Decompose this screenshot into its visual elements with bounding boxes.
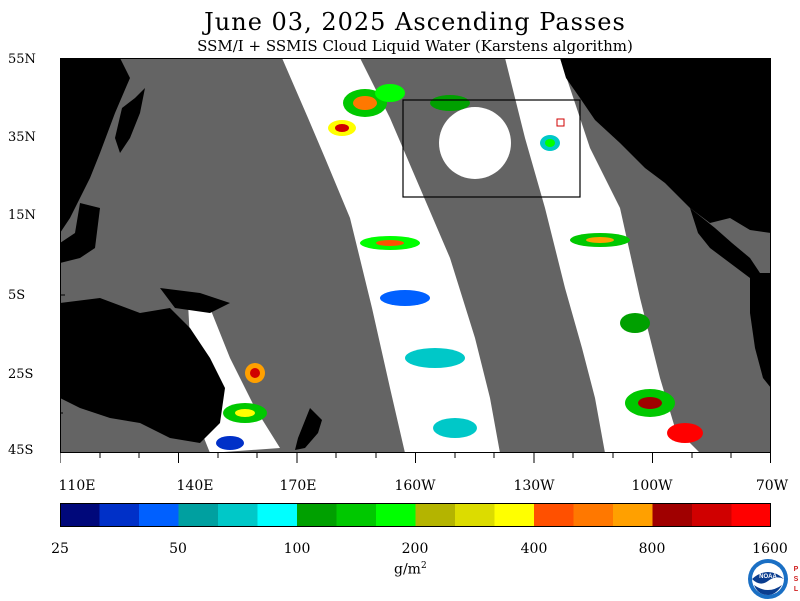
cloud-patch: [335, 124, 349, 132]
map-title: June 03, 2025 Ascending Passes: [204, 8, 626, 36]
colorbar: [60, 503, 771, 527]
colorbar-swatch: [613, 503, 653, 527]
colorbar-swatch: [376, 503, 416, 527]
colorbar-tick-label: 100: [283, 541, 311, 557]
colorbar-units: g/m2: [394, 561, 427, 578]
lon-label: 170E: [279, 478, 317, 494]
colorbar-swatch: [573, 503, 614, 527]
lon-label: 70W: [755, 478, 789, 494]
colorbar-swatch: [297, 503, 337, 527]
colorbar-swatch: [99, 503, 140, 527]
colorbar-swatch: [494, 503, 535, 527]
land-new-zealand: [295, 408, 322, 450]
colorbar-swatch: [415, 503, 456, 527]
lat-label: 35N: [8, 130, 36, 145]
cloud-patch: [375, 84, 405, 102]
land-australia: [60, 298, 225, 443]
cloud-water-field: [216, 84, 703, 450]
land-south-america: [750, 273, 771, 388]
land-japan: [115, 88, 145, 153]
cloud-patch: [620, 313, 650, 333]
colorbar-swatch: [692, 503, 732, 527]
psl-letter: S: [794, 576, 799, 583]
lat-label: 25S: [8, 367, 34, 382]
noaa-logo-text: NOAA: [759, 574, 777, 580]
cloud-patch: [545, 139, 555, 147]
lat-ticks: [60, 58, 65, 453]
land-asia: [60, 58, 130, 233]
lat-label: 5S: [8, 288, 26, 303]
cloud-patch: [405, 348, 465, 368]
colorbar-swatch: [218, 503, 258, 527]
cloud-patch: [353, 96, 377, 110]
units-superscript: 2: [420, 561, 427, 571]
colorbar-swatch: [731, 503, 771, 527]
noaa-logo: NOAA P S L: [748, 559, 799, 599]
lat-label: 45S: [8, 443, 34, 458]
cloud-patch: [376, 240, 404, 246]
lon-label: 160W: [394, 478, 436, 494]
region-marker: [556, 118, 565, 127]
land-north-america: [560, 58, 771, 233]
colorbar-tick-label: 25: [51, 541, 69, 557]
land-caribbean: [720, 190, 771, 213]
cloud-patch: [380, 290, 430, 306]
colorbar-swatch: [257, 503, 298, 527]
psl-letter: P: [794, 566, 799, 573]
swath-gap-arc: [439, 107, 511, 179]
psl-letter: L: [794, 586, 799, 593]
colorbar-tick-label: 200: [401, 541, 429, 557]
cloud-patch: [235, 409, 255, 417]
cloud-patch: [433, 418, 477, 438]
land-new-guinea: [160, 288, 230, 313]
cloud-patch: [250, 368, 260, 378]
colorbar-tick-label: 50: [169, 541, 187, 557]
noaa-logo-wave: [754, 585, 782, 595]
map-frame: [60, 58, 771, 453]
cloud-patch: [638, 397, 662, 409]
colorbar-swatch: [336, 503, 377, 527]
land-central-america: [690, 208, 760, 278]
region-box: [402, 99, 581, 198]
cloud-patch: [667, 423, 703, 443]
cloud-patch: [586, 237, 614, 243]
lat-label: 55N: [8, 52, 36, 67]
lon-label: 110E: [58, 478, 96, 494]
lat-label: 15N: [8, 208, 36, 223]
colorbar-tick-label: 1600: [752, 541, 788, 557]
land-masses: [60, 58, 771, 450]
map-subtitle: SSM/I + SSMIS Cloud Liquid Water (Karste…: [197, 37, 633, 55]
lon-ticks: [60, 453, 771, 463]
lon-label: 130W: [513, 478, 555, 494]
units-main: g/m: [394, 561, 421, 578]
cloud-patch: [216, 436, 244, 450]
swath-3: [505, 58, 700, 453]
colorbar-swatch: [652, 503, 693, 527]
land-maritime-asia: [60, 203, 100, 263]
colorbar-swatch: [534, 503, 574, 527]
noaa-logo-bird: [752, 572, 784, 584]
lon-label: 140E: [176, 478, 214, 494]
colorbar-swatch: [455, 503, 495, 527]
colorbar-swatch: [139, 503, 179, 527]
colorbar-swatch: [60, 503, 100, 527]
colorbar-tick-label: 400: [520, 541, 548, 557]
lon-label: 100W: [631, 478, 673, 494]
map-panel: [60, 58, 771, 453]
colorbar-swatch: [178, 503, 219, 527]
cloud-patch: [430, 95, 470, 111]
colorbar-tick-label: 800: [638, 541, 666, 557]
